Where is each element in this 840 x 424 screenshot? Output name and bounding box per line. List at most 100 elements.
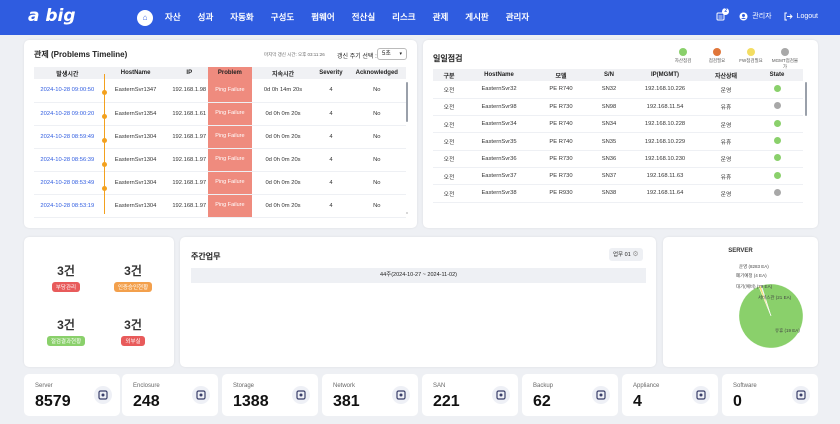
daily-cell-model: PE R930 (533, 184, 589, 203)
count-item[interactable]: 3건 외부실 (107, 316, 159, 346)
stat-card-network[interactable]: Network 381 (322, 374, 418, 416)
problem-cell-time[interactable]: 2024-10-28 08:59:49 (34, 125, 101, 149)
problems-col-header[interactable]: Severity (314, 67, 348, 79)
daily-row[interactable]: 오전 EasternSvr34 PE R740 SN34 192.168.10.228 운… (433, 115, 803, 134)
stat-name: Software (733, 383, 757, 389)
timeline-dot (102, 162, 107, 167)
stat-card-software[interactable]: Software 0 (722, 374, 818, 416)
daily-col-header[interactable]: 구분 (433, 69, 465, 81)
problems-col-header[interactable]: Acknowledged (347, 67, 406, 79)
user-label[interactable]: 관리자 (752, 13, 772, 20)
stat-card-san[interactable]: SAN 221 (422, 374, 518, 416)
daily-cell-type: 오전 (433, 150, 465, 168)
problem-cell-time[interactable]: 2024-10-28 09:00:20 (34, 102, 101, 126)
problem-row[interactable]: 2024-10-28 08:53:19 EasternSvr1304 192.168… (34, 194, 406, 218)
daily-row[interactable]: 오전 EasternSvr98 PE R730 SN98 192.168.11.54 유휴 (433, 98, 803, 117)
problem-cell-time[interactable]: 2024-10-28 08:53:19 (34, 194, 101, 218)
daily-cell-sn: SN35 (589, 132, 629, 151)
nav-item-3[interactable]: 구성도 (270, 12, 295, 22)
stat-name: Server (35, 383, 53, 389)
problem-cell-duration: 0d 0h 0m 20s (251, 125, 315, 149)
daily-cell-state (751, 98, 803, 117)
problems-col-header[interactable]: 발생시간 (34, 67, 101, 79)
daily-cell-sn: SN37 (589, 167, 629, 186)
weekly-tasks-title: 주간업무 (191, 252, 221, 261)
problems-col-header[interactable]: IP (170, 67, 208, 79)
problem-row[interactable]: 2024-10-28 08:56:39 EasternSvr1304 192.168… (34, 148, 406, 172)
stat-card-appliance[interactable]: Appliance 4 (622, 374, 718, 416)
nav-item-8[interactable]: 게시판 (465, 12, 489, 22)
daily-check-scrollbar[interactable] (805, 82, 807, 116)
problem-cell-problem: Ping Failure (208, 171, 252, 195)
count-item[interactable]: 3건 절검결과현황 (40, 316, 92, 346)
stat-card-backup[interactable]: Backup 62 (522, 374, 618, 416)
daily-row[interactable]: 오전 EasternSvr32 PE R740 SN32 192.168.10.226 운… (433, 81, 803, 99)
nav-item-9[interactable]: 관리자 (505, 12, 530, 22)
daily-col-header[interactable]: HostName (465, 69, 533, 81)
problem-cell-time[interactable]: 2024-10-28 08:53:49 (34, 171, 101, 195)
problem-cell-severity: 4 (314, 171, 348, 195)
weekly-task-button[interactable]: 업무 01 ⚙ (609, 248, 643, 261)
problem-row[interactable]: 2024-10-28 08:53:49 EasternSvr1304 192.168… (34, 171, 406, 195)
nav-item-1[interactable]: 성과 (197, 12, 214, 22)
problem-row[interactable]: 2024-10-28 09:00:20 EasternSvr1354 192.168… (34, 102, 406, 126)
timeline-dot (102, 138, 107, 143)
legend-label: 점검필요 (708, 58, 726, 63)
daily-row[interactable]: 오전 EasternSvr36 PE R730 SN36 192.168.10.230 운… (433, 150, 803, 168)
stat-card-server[interactable]: Server 8579 (24, 374, 120, 416)
nav-item-5[interactable]: 전산실 (351, 12, 376, 22)
stat-name: Backup (533, 383, 554, 389)
nav-item-2[interactable]: 자동화 (230, 12, 254, 22)
daily-col-header[interactable]: State (751, 69, 803, 81)
logout-icon[interactable] (784, 12, 793, 21)
count-number: 3건 (124, 318, 142, 332)
home-icon[interactable]: ⌂ (137, 10, 153, 26)
daily-cell-sn: SN98 (589, 98, 629, 117)
problem-row[interactable]: 2024-10-28 09:00:50 EasternSvr1347 192.168… (34, 79, 406, 103)
daily-cell-host: EasternSvr38 (465, 184, 533, 203)
notification-icon[interactable]: 2 (716, 7, 730, 21)
daily-cell-state (751, 150, 803, 168)
nav-item-4[interactable]: 펌웨어 (311, 12, 335, 22)
nav-item-7[interactable]: 관제 (432, 12, 449, 22)
problems-scrollbar[interactable] (406, 82, 408, 122)
daily-row[interactable]: 오전 EasternSvr37 PE R730 SN37 192.168.11.63 유휴 (433, 167, 803, 186)
daily-cell-ip: 192.168.11.63 (629, 167, 701, 186)
problem-cell-ack: No (347, 148, 406, 172)
daily-cell-host: EasternSvr35 (465, 132, 533, 151)
stat-card-enclosure[interactable]: Enclosure 248 (122, 374, 218, 416)
state-dot-icon (773, 84, 781, 92)
daily-col-header[interactable]: S/N (589, 69, 629, 81)
daily-col-header[interactable]: 모델 (533, 69, 589, 81)
daily-col-header[interactable]: IP(MGMT) (629, 69, 701, 81)
state-dot-icon (773, 137, 781, 145)
nav-item-6[interactable]: 리스크 (392, 12, 416, 22)
refresh-interval-select[interactable]: 5초 ▾ (377, 48, 407, 60)
daily-cell-type: 오전 (433, 184, 465, 203)
pie-slice-4[interactable] (760, 285, 772, 317)
daily-row[interactable]: 오전 EasternSvr35 PE R740 SN35 192.168.10.229 유… (433, 132, 803, 151)
stat-name: Network (333, 383, 356, 389)
stat-card-storage[interactable]: Storage 1388 (222, 374, 318, 416)
count-item[interactable]: 3건 인증승인현황 (107, 262, 159, 292)
daily-row[interactable]: 오전 EasternSvr38 PE R930 SN38 192.168.11.64 운영 (433, 184, 803, 203)
daily-cell-host: EasternSvr36 (465, 150, 533, 168)
state-dot-icon (773, 119, 781, 127)
stat-value: 1388 (233, 393, 269, 410)
problems-col-header[interactable]: Problem (208, 67, 252, 79)
problems-col-header[interactable]: HostName (100, 67, 171, 79)
user-icon[interactable] (739, 12, 748, 21)
count-item[interactable]: 3건 부당관리 (40, 262, 92, 292)
logout-link[interactable]: Logout (796, 12, 818, 20)
problem-cell-ack: No (347, 194, 406, 218)
state-dot-icon (773, 154, 781, 162)
problems-col-header[interactable]: 지속시간 (251, 67, 315, 79)
logo[interactable]: a big (28, 6, 76, 26)
nav-item-0[interactable]: 자산 (165, 12, 181, 22)
daily-col-header[interactable]: 자산상태 (701, 69, 751, 81)
problem-cell-time[interactable]: 2024-10-28 09:00:50 (34, 79, 101, 103)
count-label: 인증승인현황 (113, 282, 153, 292)
problem-cell-time[interactable]: 2024-10-28 08:56:39 (34, 148, 101, 172)
problem-row[interactable]: 2024-10-28 08:59:49 EasternSvr1304 192.168… (34, 125, 406, 149)
pie-label-1: 폐기예정 (4 EA) (736, 272, 767, 279)
